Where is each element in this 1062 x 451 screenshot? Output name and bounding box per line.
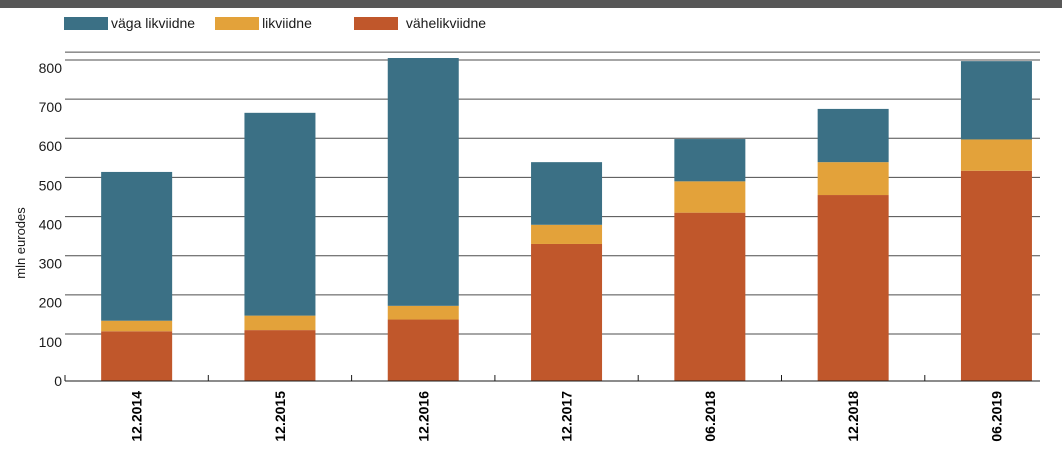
x-tick-label-12-2014: 12.2014: [129, 391, 145, 442]
bar-12-2016-series-0: [387, 319, 459, 381]
y-axis-title: mln eurodes: [13, 207, 28, 279]
bar-12-2014-series-1: [101, 320, 173, 332]
legend-swatch-likviidne: [215, 16, 260, 30]
legend-item-vaga-likviidne: väga likviidne: [64, 15, 215, 31]
bar-12-2017-series-1: [531, 224, 603, 244]
x-tick-label-06-2018: 06.2018: [702, 391, 718, 442]
legend-label-vaga-likviidne: väga likviidne: [111, 15, 196, 31]
legend-swatch-vahelikviidne: [353, 16, 398, 30]
y-tick-label-700: 700: [39, 99, 63, 115]
legend-label-vahelikviidne: vähelikviidne: [405, 15, 487, 31]
bar-12-2015-series-1: [244, 315, 316, 331]
bar-12-2014-series-0: [101, 331, 173, 381]
bar-06-2019-series-0: [960, 170, 1032, 381]
y-tick-label-0: 0: [54, 373, 62, 389]
bar-06-2018-series-1: [674, 181, 746, 213]
legend-item-vahelikviidne: vähelikviidne: [353, 15, 487, 31]
y-tick-label-600: 600: [39, 138, 63, 154]
bar-12-2017-series-2: [531, 162, 603, 225]
y-tick-label-400: 400: [39, 216, 63, 232]
x-tick-label-06-2019: 06.2019: [988, 391, 1004, 442]
bar-06-2019-series-2: [960, 61, 1032, 140]
bar-12-2018-series-1: [817, 162, 889, 196]
bar-06-2018-series-0: [674, 212, 746, 381]
x-tick-label-12-2016: 12.2016: [415, 391, 431, 442]
bar-12-2018-series-0: [817, 195, 889, 381]
y-tick-label-800: 800: [39, 60, 63, 76]
bar-12-2016-series-1: [387, 305, 459, 320]
top-bar: [0, 0, 1062, 8]
bar-12-2018-series-2: [817, 108, 889, 163]
legend-item-likviidne: likviidne: [215, 15, 354, 31]
bar-06-2019-series-1: [960, 139, 1032, 171]
chart-legend: väga likviidne likviidne vähelikviidne: [64, 13, 486, 33]
x-tick-label-12-2015: 12.2015: [272, 391, 288, 442]
y-tick-label-300: 300: [39, 256, 63, 272]
y-tick-label-200: 200: [39, 295, 63, 311]
bar-12-2014-series-2: [101, 171, 173, 321]
x-tick-label-12-2017: 12.2017: [559, 391, 575, 442]
y-tick-label-500: 500: [39, 177, 63, 193]
bar-06-2018-series-2: [674, 139, 746, 182]
x-tick-label-12-2018: 12.2018: [845, 391, 861, 442]
bar-12-2016-series-2: [387, 58, 459, 306]
legend-label-likviidne: likviidne: [262, 15, 312, 31]
bar-12-2015-series-2: [244, 112, 316, 316]
legend-swatch-vaga-likviidne: [64, 16, 108, 30]
bar-12-2015-series-0: [244, 330, 316, 381]
bar-12-2017-series-0: [531, 243, 603, 381]
y-tick-label-100: 100: [39, 334, 63, 350]
